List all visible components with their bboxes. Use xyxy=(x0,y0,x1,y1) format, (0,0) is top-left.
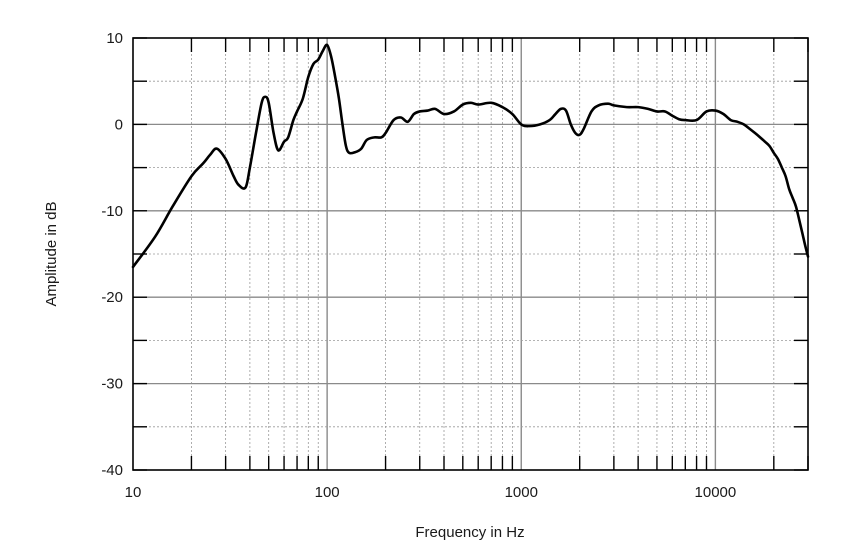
x-axis-label: Frequency in Hz xyxy=(415,524,524,541)
x-tick-label: 1000 xyxy=(505,484,538,501)
y-tick-labels: 10 0 -10 -20 -30 -40 xyxy=(101,30,123,479)
x-tick-label: 100 xyxy=(315,484,340,501)
y-tick-label: -40 xyxy=(101,462,123,479)
y-tick-label: 0 xyxy=(115,116,123,133)
x-tick-label: 10 xyxy=(125,484,142,501)
x-tick-label: 10000 xyxy=(695,484,737,501)
y-tick-label: -10 xyxy=(101,203,123,220)
y-tick-label: 10 xyxy=(106,30,123,47)
response-curve xyxy=(131,43,810,269)
y-tick-label: -30 xyxy=(101,376,123,393)
x-tick-labels: 10 100 1000 10000 xyxy=(125,484,737,501)
y-tick-label: -20 xyxy=(101,289,123,306)
y-axis-label: Amplitude in dB xyxy=(43,201,60,306)
axis-ticks xyxy=(133,37,809,471)
